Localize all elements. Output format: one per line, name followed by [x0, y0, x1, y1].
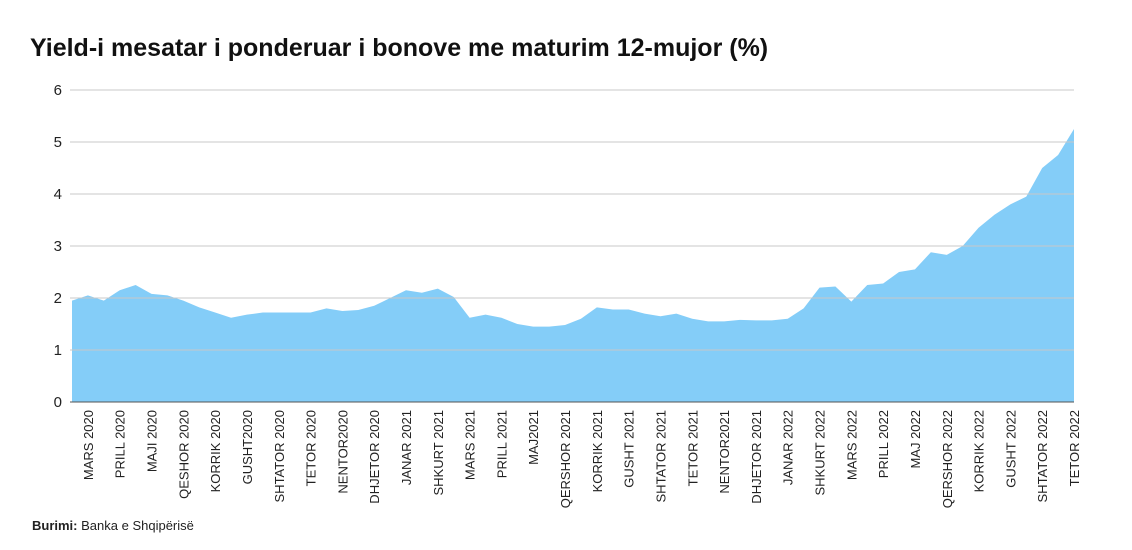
x-tick-label: GUSHT2020 — [240, 410, 255, 484]
x-tick-label: SHKURT 2021 — [431, 410, 446, 496]
source-text: Banka e Shqipërisë — [81, 518, 194, 533]
source: Burimi: Banka e Shqipërisë — [32, 518, 194, 533]
x-tick-label: GUSHT 2021 — [622, 410, 637, 488]
x-tick-label: DHJETOR 2020 — [367, 410, 382, 504]
x-tick-label: TETOR 2022 — [1067, 410, 1082, 486]
x-tick-label: MARS 2022 — [844, 410, 859, 480]
x-tick-label: PRILL 2020 — [113, 410, 128, 478]
x-tick-label: TETOR 2021 — [685, 410, 700, 486]
x-tick-label: QERSHOR 2022 — [940, 410, 955, 508]
x-tick-label: JANAR 2021 — [399, 410, 414, 485]
y-tick-label: 6 — [54, 82, 62, 99]
y-tick-label: 3 — [54, 238, 62, 255]
x-tick-label: PRILL 2022 — [876, 410, 891, 478]
y-tick-label: 2 — [54, 290, 62, 307]
source-label: Burimi: — [32, 518, 78, 533]
x-tick-label: TETOR 2020 — [304, 410, 319, 486]
x-tick-label: GUSHT 2022 — [1003, 410, 1018, 488]
x-tick-label: MAJ 2022 — [908, 410, 923, 469]
x-tick-label: SHTATOR 2022 — [1035, 410, 1050, 502]
x-tick-label: JANAR 2022 — [781, 410, 796, 485]
x-tick-label: DHJETOR 2021 — [749, 410, 764, 504]
x-tick-label: MARS 2021 — [463, 410, 478, 480]
x-tick-label: QESHOR 2020 — [176, 410, 191, 499]
x-tick-label: MAJI 2020 — [145, 410, 160, 472]
x-tick-label: KORRIK 2022 — [972, 410, 987, 492]
x-tick-label: SHTATOR 2020 — [272, 410, 287, 502]
y-tick-label: 5 — [54, 134, 62, 151]
chart-title: Yield-i mesatar i ponderuar i bonove me … — [30, 34, 768, 62]
y-tick-label: 4 — [54, 186, 62, 203]
y-tick-label: 0 — [54, 394, 62, 411]
x-tick-label: QERSHOR 2021 — [558, 410, 573, 508]
x-tick-label: MAJ2021 — [526, 410, 541, 465]
x-tick-label: SHTATOR 2021 — [653, 410, 668, 502]
x-tick-label: KORRIK 2021 — [590, 410, 605, 492]
x-tick-label: NENTOR2020 — [335, 410, 350, 494]
x-tick-label: KORRIK 2020 — [208, 410, 223, 492]
y-tick-label: 1 — [54, 342, 62, 359]
x-tick-label: SHKURT 2022 — [813, 410, 828, 496]
x-tick-label: PRILL 2021 — [494, 410, 509, 478]
area — [72, 129, 1074, 402]
x-tick-label: NENTOR2021 — [717, 410, 732, 494]
x-tick-label: MARS 2020 — [81, 410, 96, 480]
